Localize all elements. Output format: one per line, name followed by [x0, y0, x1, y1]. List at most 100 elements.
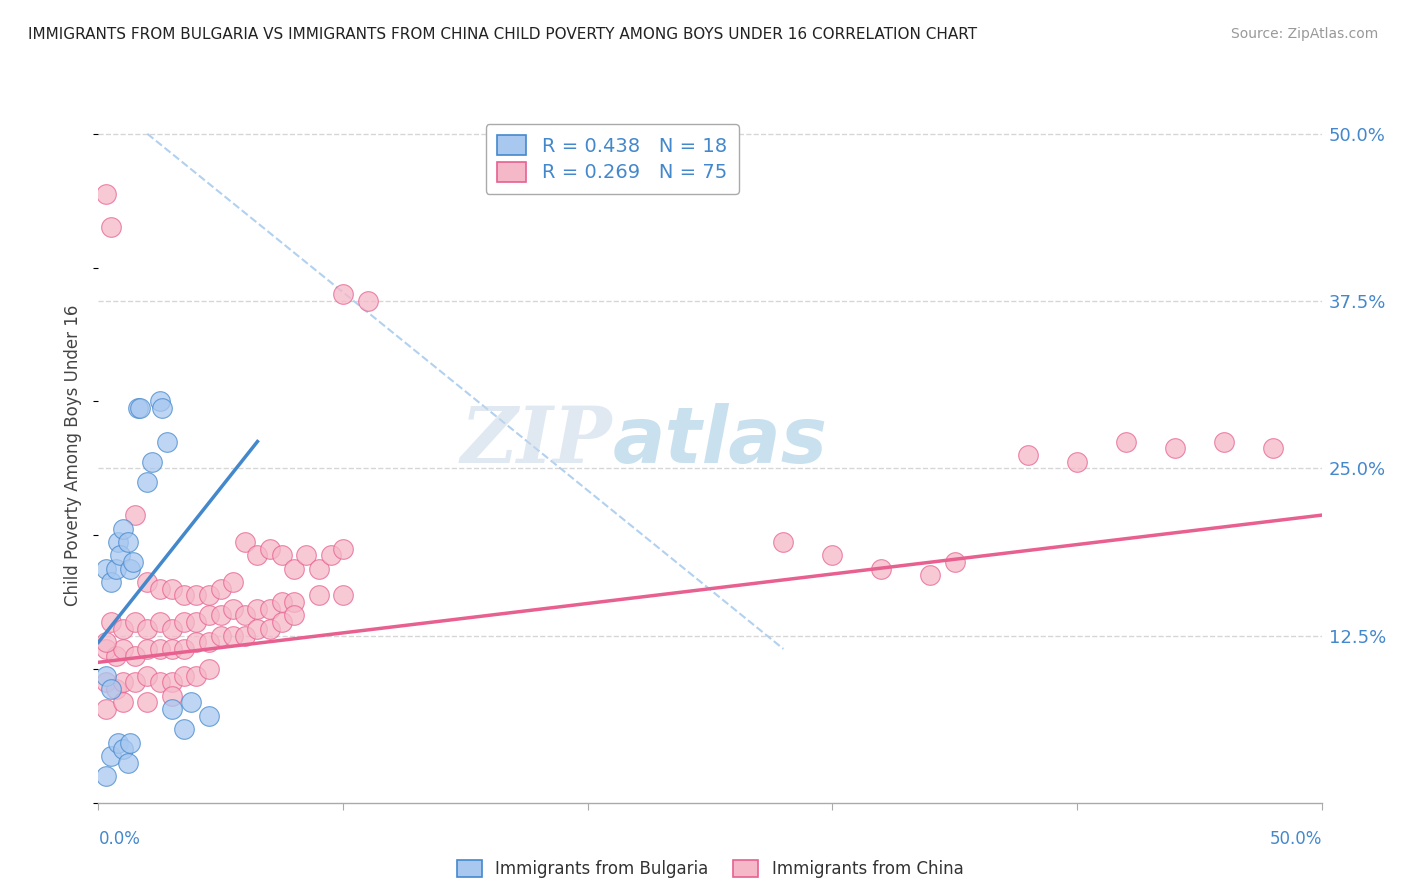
Point [197, 608, 219, 623]
Point [120, 562, 142, 576]
Point [94, 642, 117, 657]
Point [160, 675, 183, 690]
Point [920, 568, 942, 582]
Point [821, 548, 844, 563]
Point [111, 622, 134, 636]
Point [124, 648, 146, 663]
Point [173, 642, 195, 657]
Point [100, 615, 122, 630]
Point [149, 615, 172, 630]
Point [111, 742, 134, 756]
Point [94, 187, 117, 202]
Point [121, 555, 143, 569]
Point [222, 628, 245, 642]
Y-axis label: Child Poverty Among Boys Under 16: Child Poverty Among Boys Under 16 [65, 304, 83, 606]
Point [173, 723, 195, 737]
Point [246, 602, 269, 616]
Point [772, 535, 794, 549]
Point [186, 589, 208, 603]
Point [1261, 442, 1284, 456]
Point [160, 582, 183, 596]
Point [222, 575, 245, 590]
Point [94, 702, 117, 716]
Point [332, 589, 354, 603]
Point [233, 608, 256, 623]
Point [259, 602, 281, 616]
Point [111, 642, 134, 657]
Point [136, 575, 159, 590]
Text: ZIP: ZIP [461, 403, 612, 479]
Point [94, 675, 117, 690]
Point [186, 635, 208, 649]
Text: Source: ZipAtlas.com: Source: ZipAtlas.com [1230, 27, 1378, 41]
Point [246, 622, 269, 636]
Point [100, 749, 122, 764]
Point [270, 548, 294, 563]
Point [259, 622, 281, 636]
Point [100, 681, 122, 696]
Point [308, 562, 330, 576]
Point [209, 582, 232, 596]
Point [149, 675, 172, 690]
Point [107, 535, 129, 549]
Point [173, 669, 195, 683]
Point [117, 535, 139, 549]
Point [136, 622, 159, 636]
Text: 0.0%: 0.0% [98, 830, 141, 847]
Point [160, 622, 183, 636]
Point [136, 669, 159, 683]
Point [356, 294, 378, 309]
Point [149, 582, 172, 596]
Point [197, 635, 219, 649]
Point [870, 562, 893, 576]
Point [209, 628, 232, 642]
Point [160, 702, 183, 716]
Point [117, 756, 139, 770]
Point [295, 548, 318, 563]
Point [111, 675, 134, 690]
Point [1212, 434, 1234, 449]
Point [94, 769, 117, 783]
Point [180, 696, 202, 710]
Point [160, 642, 183, 657]
Point [943, 555, 966, 569]
Point [129, 401, 152, 416]
Point [246, 548, 269, 563]
Point [111, 696, 134, 710]
Point [94, 669, 117, 683]
Point [319, 548, 342, 563]
Point [233, 628, 256, 642]
Text: IMMIGRANTS FROM BULGARIA VS IMMIGRANTS FROM CHINA CHILD POVERTY AMONG BOYS UNDER: IMMIGRANTS FROM BULGARIA VS IMMIGRANTS F… [28, 27, 977, 42]
Point [1017, 448, 1039, 462]
Point [1115, 434, 1137, 449]
Point [107, 735, 129, 749]
Point [100, 220, 122, 235]
Point [111, 521, 134, 535]
Legend: R = 0.438   N = 18, R = 0.269   N = 75: R = 0.438 N = 18, R = 0.269 N = 75 [485, 124, 738, 194]
Point [136, 475, 159, 489]
Point [283, 562, 305, 576]
Point [160, 689, 183, 703]
Point [308, 589, 330, 603]
Point [104, 648, 127, 663]
Point [332, 287, 354, 301]
Point [124, 615, 146, 630]
Point [136, 642, 159, 657]
Point [149, 642, 172, 657]
Text: atlas: atlas [612, 403, 827, 479]
Point [141, 455, 163, 469]
Point [197, 708, 219, 723]
Point [270, 595, 294, 609]
Point [186, 615, 208, 630]
Point [104, 562, 127, 576]
Point [1066, 455, 1088, 469]
Point [186, 669, 208, 683]
Point [127, 401, 149, 416]
Point [1164, 442, 1187, 456]
Point [197, 662, 219, 676]
Point [94, 562, 117, 576]
Point [150, 401, 173, 416]
Point [104, 681, 127, 696]
Point [173, 589, 195, 603]
Point [209, 608, 232, 623]
